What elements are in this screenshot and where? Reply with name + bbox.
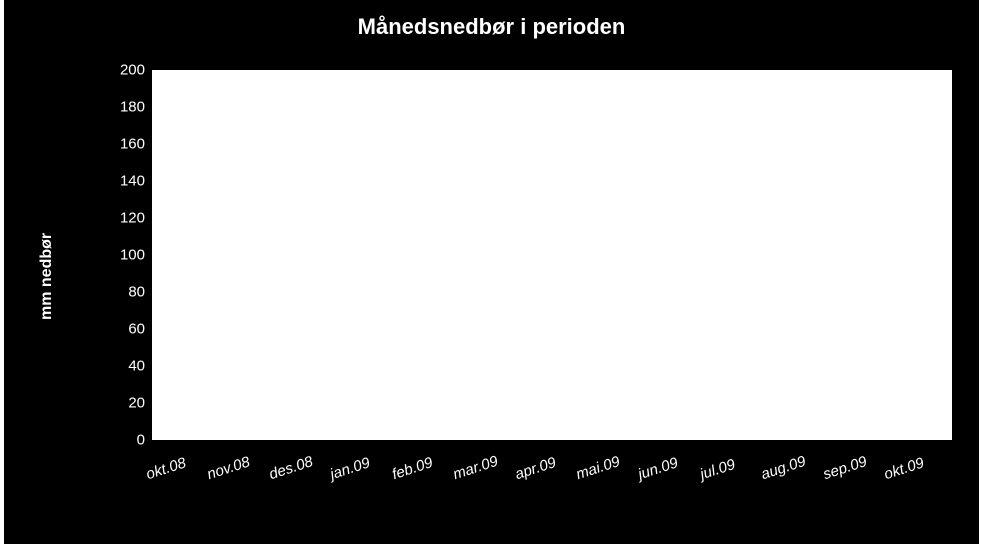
x-tick-label: mar.09 xyxy=(451,452,500,482)
plot-area xyxy=(152,70,952,440)
frame-border-left xyxy=(0,0,4,544)
y-tick-label: 100 xyxy=(95,247,145,264)
y-tick-label: 200 xyxy=(95,62,145,79)
y-tick-label: 60 xyxy=(95,321,145,338)
y-tick-label: 80 xyxy=(95,284,145,301)
y-tick-label: 20 xyxy=(95,395,145,412)
y-tick-label: 180 xyxy=(95,99,145,116)
x-tick-label: okt.08 xyxy=(144,454,188,483)
x-tick-label: jun.09 xyxy=(636,454,680,483)
y-tick-label: 0 xyxy=(95,432,145,449)
x-tick-label: feb.09 xyxy=(390,454,435,483)
chart-title: Månedsnedbør i perioden xyxy=(0,14,983,40)
x-tick-label: des.08 xyxy=(267,453,315,483)
x-tick-label: nov.08 xyxy=(205,453,252,483)
x-tick-label: aug.09 xyxy=(759,453,808,483)
y-tick-label: 140 xyxy=(95,173,145,190)
y-tick-label: 160 xyxy=(95,136,145,153)
x-tick-label: jul.09 xyxy=(698,456,737,483)
y-tick-label: 40 xyxy=(95,358,145,375)
x-tick-label: okt.09 xyxy=(882,454,926,483)
frame-border-right xyxy=(979,0,983,544)
y-tick-label: 120 xyxy=(95,210,145,227)
x-tick-label: mai.09 xyxy=(574,453,622,483)
y-axis-label: mm nedbør xyxy=(38,233,56,320)
x-tick-label: sep.09 xyxy=(821,453,869,483)
x-tick-label: jan.09 xyxy=(328,454,372,483)
chart-frame: Månedsnedbør i perioden mm nedbør 0 20 40 6… xyxy=(0,0,983,544)
x-tick-label: apr.09 xyxy=(513,454,558,483)
